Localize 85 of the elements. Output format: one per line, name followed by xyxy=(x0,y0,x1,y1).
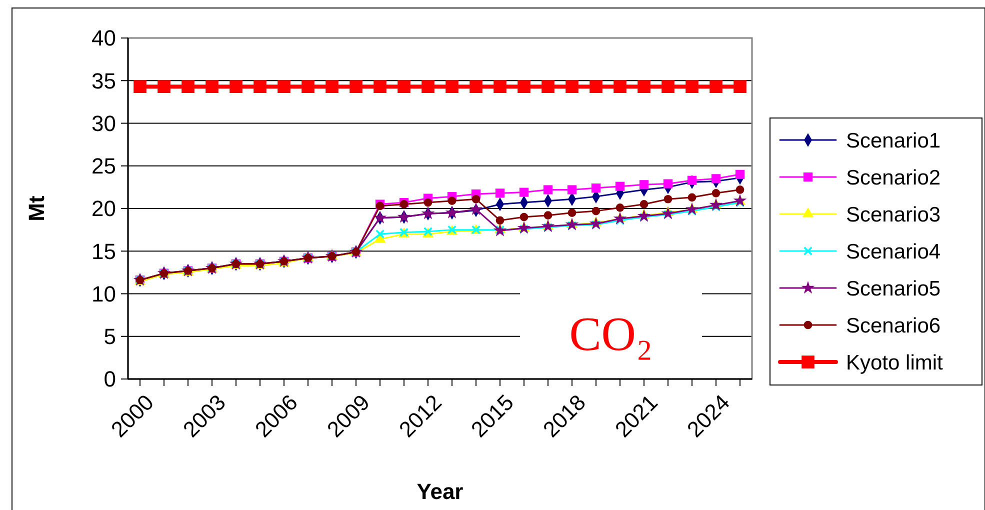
annotation: CO₂ xyxy=(569,308,653,361)
point xyxy=(686,80,698,94)
point xyxy=(518,80,530,94)
point xyxy=(616,203,624,212)
point xyxy=(520,212,528,222)
legend-label: Scenario6 xyxy=(846,314,941,338)
y-tick-label: 15 xyxy=(92,238,116,264)
y-tick-label: 20 xyxy=(92,196,116,222)
point xyxy=(230,80,242,94)
point xyxy=(470,80,482,94)
point xyxy=(254,80,266,94)
point xyxy=(589,216,603,230)
point xyxy=(591,184,601,193)
point xyxy=(664,194,672,204)
point xyxy=(134,80,146,94)
y-tick-label: 10 xyxy=(92,281,116,306)
legend-label: Scenario2 xyxy=(846,166,941,190)
point xyxy=(661,206,675,220)
point xyxy=(640,200,648,208)
point xyxy=(448,196,456,206)
point xyxy=(685,202,699,216)
point xyxy=(542,80,554,94)
point xyxy=(543,185,553,194)
point xyxy=(615,182,625,191)
point xyxy=(639,180,649,190)
point xyxy=(662,80,674,94)
point xyxy=(735,170,745,179)
point xyxy=(495,188,505,198)
point xyxy=(398,80,410,94)
point xyxy=(544,211,552,220)
point xyxy=(736,186,744,194)
point xyxy=(373,210,387,224)
point xyxy=(709,198,723,211)
y-tick-label: 35 xyxy=(92,68,116,94)
point xyxy=(568,208,576,217)
point xyxy=(566,80,578,94)
point xyxy=(494,80,506,94)
point xyxy=(422,80,434,94)
point xyxy=(421,206,435,220)
point xyxy=(397,210,411,223)
point xyxy=(472,194,480,204)
point xyxy=(638,80,650,94)
point xyxy=(445,206,459,218)
point xyxy=(424,198,432,207)
point xyxy=(519,188,529,197)
point xyxy=(206,80,218,94)
point xyxy=(374,80,386,94)
y-tick-label: 5 xyxy=(104,324,116,350)
point xyxy=(446,80,458,94)
legend-label: Scenario4 xyxy=(846,240,941,264)
y-axis-title: Mt xyxy=(24,195,49,222)
point xyxy=(614,80,626,94)
point xyxy=(613,212,627,224)
point xyxy=(590,80,602,94)
y-tick-label: 0 xyxy=(104,366,116,392)
point xyxy=(637,209,651,222)
point xyxy=(687,176,697,185)
legend-label: Scenario5 xyxy=(846,277,941,300)
point xyxy=(710,80,722,94)
point xyxy=(688,193,696,202)
point xyxy=(663,179,673,188)
point xyxy=(592,206,600,216)
legend-label: Kyoto limit xyxy=(846,351,944,374)
y-tick-label: 40 xyxy=(92,26,116,51)
point xyxy=(711,174,721,184)
y-tick-label: 25 xyxy=(92,154,116,179)
legend-label: Scenario3 xyxy=(846,203,941,226)
point xyxy=(734,80,746,94)
x-axis-title: Year xyxy=(416,479,464,504)
point xyxy=(565,218,579,230)
point xyxy=(469,202,483,216)
y-tick-label: 30 xyxy=(92,110,116,136)
legend-label: Scenario1 xyxy=(846,129,941,152)
point xyxy=(350,80,362,94)
point xyxy=(326,80,338,94)
point xyxy=(541,219,555,232)
point xyxy=(158,80,170,94)
point xyxy=(496,216,504,225)
point xyxy=(302,80,314,94)
point xyxy=(278,80,290,94)
point xyxy=(517,221,531,234)
point xyxy=(182,80,194,94)
point xyxy=(567,185,577,194)
point xyxy=(493,224,507,236)
point xyxy=(712,188,720,198)
